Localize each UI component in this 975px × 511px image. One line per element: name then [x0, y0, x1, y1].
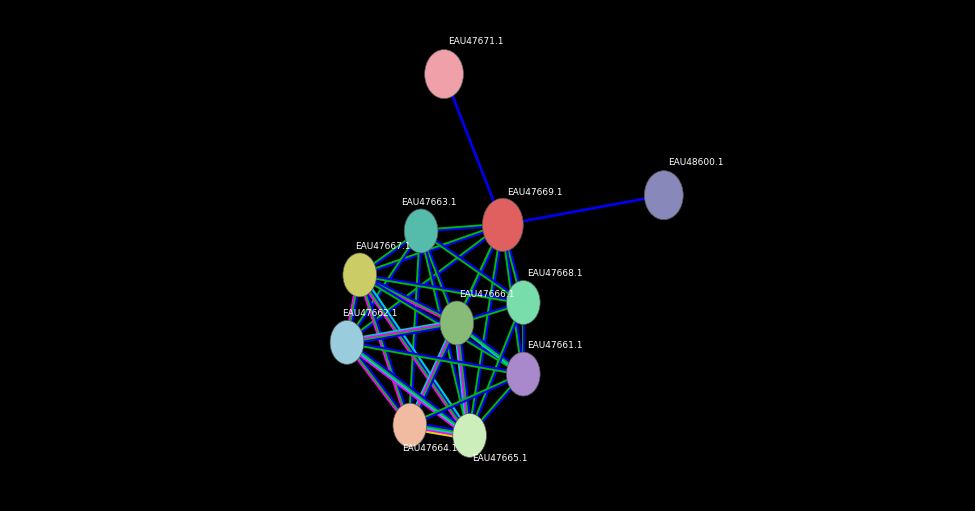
Text: EAU47668.1: EAU47668.1 [527, 269, 583, 278]
Ellipse shape [644, 171, 683, 220]
Text: EAU47664.1: EAU47664.1 [402, 444, 457, 453]
Text: EAU47661.1: EAU47661.1 [527, 341, 583, 350]
Ellipse shape [440, 301, 474, 345]
Ellipse shape [393, 403, 427, 447]
Text: EAU47662.1: EAU47662.1 [342, 309, 397, 318]
Ellipse shape [483, 198, 524, 251]
Text: EAU47666.1: EAU47666.1 [459, 290, 515, 299]
Ellipse shape [506, 352, 540, 396]
Text: EAU48600.1: EAU48600.1 [668, 158, 723, 167]
Ellipse shape [405, 209, 438, 253]
Ellipse shape [343, 253, 376, 297]
Text: EAU47671.1: EAU47671.1 [448, 37, 504, 46]
Text: EAU47665.1: EAU47665.1 [472, 454, 527, 463]
Ellipse shape [506, 281, 540, 324]
Text: EAU47669.1: EAU47669.1 [507, 188, 563, 197]
Ellipse shape [452, 413, 487, 457]
Ellipse shape [425, 50, 463, 99]
Text: EAU47663.1: EAU47663.1 [401, 198, 456, 207]
Ellipse shape [331, 320, 364, 364]
Text: EAU47667.1: EAU47667.1 [355, 242, 410, 251]
